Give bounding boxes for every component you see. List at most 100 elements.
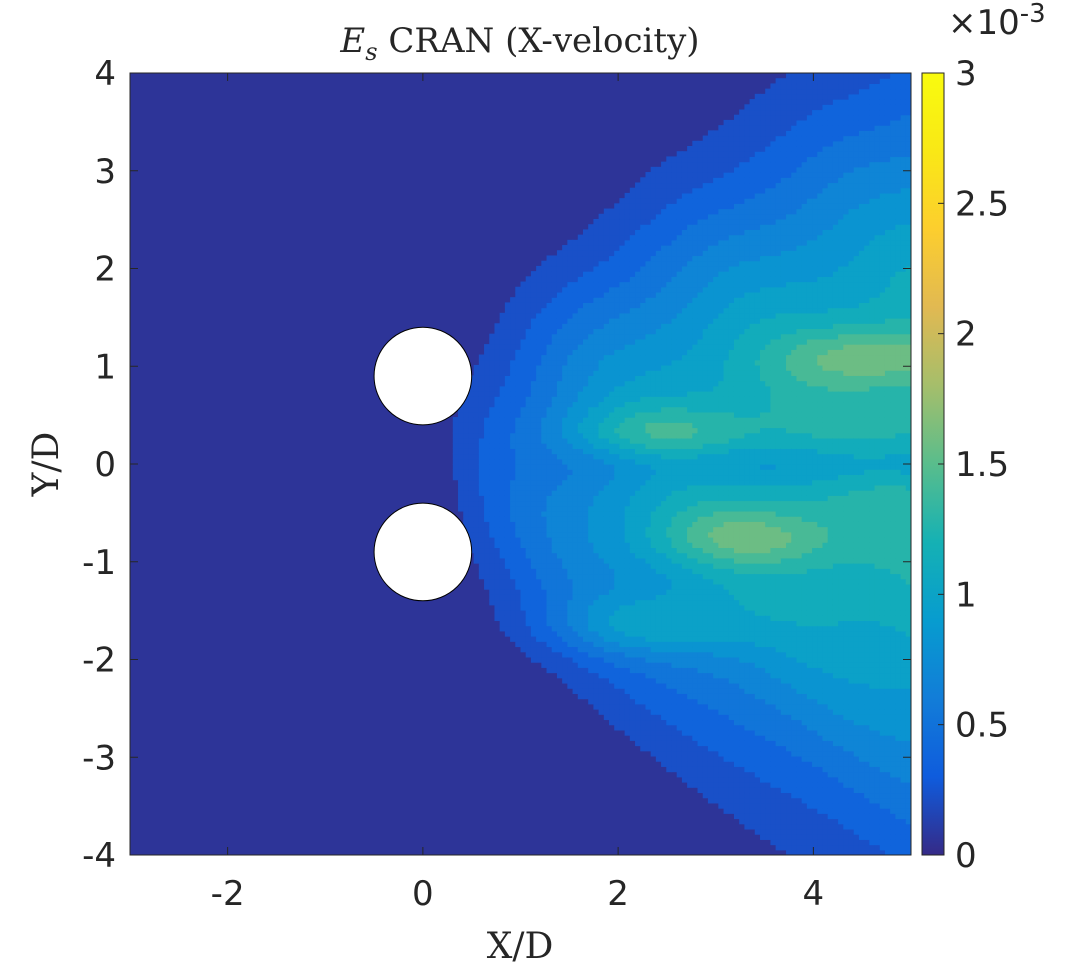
contour-cell (603, 667, 610, 674)
contour-cell (556, 443, 563, 449)
contour-cell (598, 578, 605, 585)
contour-cell (577, 260, 584, 267)
contour-cell (525, 396, 532, 403)
contour-cell (567, 594, 574, 601)
contour-cell (687, 630, 693, 637)
contour-cell (551, 662, 558, 668)
contour-cell (582, 495, 589, 502)
contour-cell (707, 630, 714, 637)
contour-cell (692, 609, 699, 616)
contour-cell (478, 448, 485, 455)
contour-cell (666, 224, 673, 230)
contour-cell (567, 651, 574, 658)
contour-cell (635, 651, 641, 658)
contour-cell (619, 479, 626, 486)
contour-cell (562, 526, 568, 533)
contour-cell (739, 729, 745, 736)
contour-cell (707, 354, 714, 361)
contour-cell (666, 172, 673, 178)
contour-cell (593, 625, 600, 632)
contour-cell (603, 302, 610, 309)
contour-cell (692, 698, 699, 705)
contour-cell (603, 604, 610, 611)
contour-cell (603, 542, 610, 549)
contour-cell (546, 563, 553, 569)
contour-cell (478, 453, 485, 460)
contour-cell (556, 547, 563, 554)
contour-cell (676, 609, 683, 616)
contour-cell (609, 646, 615, 653)
contour-cell (713, 531, 719, 538)
contour-cell (697, 271, 704, 277)
contour-cell (510, 401, 516, 408)
contour-cell (603, 364, 610, 371)
contour-cell (478, 401, 485, 408)
contour-cell (473, 437, 480, 444)
contour-cell (707, 401, 714, 408)
contour-cell (687, 766, 693, 773)
contour-cell (515, 344, 522, 350)
contour-cell (567, 531, 574, 538)
contour-cell (478, 563, 485, 569)
contour-cell (541, 557, 548, 564)
contour-cell (728, 646, 735, 653)
contour-cell (733, 375, 740, 382)
contour-cell (666, 328, 673, 335)
contour-cell (671, 563, 678, 569)
contour-cell (593, 385, 600, 392)
contour-cell (655, 464, 662, 470)
contour-cell (728, 130, 735, 137)
contour-cell (681, 703, 688, 710)
contour-cell (520, 636, 527, 642)
contour-cell (525, 536, 532, 543)
contour-cell (536, 271, 542, 277)
contour-cell (707, 187, 714, 194)
contour-cell (661, 406, 667, 413)
contour-cell (598, 411, 605, 418)
contour-cell (713, 333, 719, 340)
contour-cell (661, 391, 667, 397)
contour-cell (702, 531, 709, 538)
contour-cell (577, 510, 584, 517)
contour-cell (718, 182, 725, 189)
contour-cell (707, 531, 714, 538)
contour-cell (728, 599, 735, 606)
contour-cell (718, 250, 725, 257)
contour-cell (556, 276, 563, 283)
contour-cell (562, 411, 568, 418)
contour-cell (624, 437, 631, 444)
contour-cell (556, 417, 563, 423)
contour-cell (718, 218, 725, 225)
contour-cell (624, 636, 631, 642)
contour-cell (468, 437, 475, 444)
contour-cell (733, 682, 740, 689)
contour-cell (666, 250, 673, 257)
contour-cell (723, 464, 730, 470)
contour-cell (733, 495, 740, 502)
contour-cell (489, 573, 496, 580)
contour-cell (525, 495, 532, 502)
contour-cell (702, 375, 709, 382)
contour-cell (598, 625, 605, 632)
contour-cell (707, 500, 714, 507)
contour-cell (624, 271, 631, 277)
contour-cell (603, 234, 610, 241)
contour-cell (629, 646, 636, 653)
contour-cell (676, 208, 683, 215)
contour-cell (473, 526, 480, 533)
contour-cell (562, 484, 568, 491)
contour-cell (655, 344, 662, 350)
contour-cell (536, 594, 542, 601)
contour-cell (687, 213, 693, 220)
contour-cell (671, 250, 678, 257)
contour-cell (713, 797, 719, 804)
contour-cell (640, 536, 647, 543)
contour-cell (713, 589, 719, 595)
contour-cell (629, 359, 636, 366)
contour-cell (530, 656, 537, 663)
contour-cell (489, 401, 496, 408)
contour-cell (713, 656, 719, 663)
contour-cell (603, 568, 610, 575)
contour-cell (645, 427, 652, 434)
contour-cell (650, 391, 657, 397)
